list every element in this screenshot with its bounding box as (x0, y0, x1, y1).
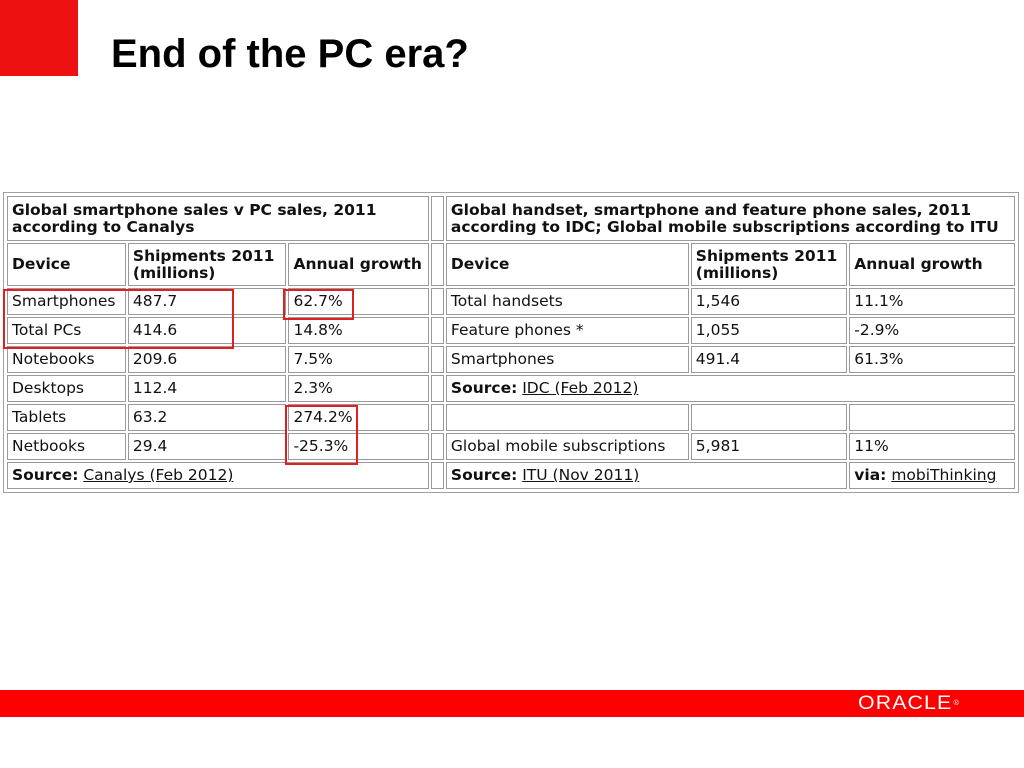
right-cell-device: Smartphones (445, 346, 689, 373)
oracle-registered-mark: ® (953, 700, 960, 707)
table-spacer (430, 196, 444, 241)
source-row: Source: Canalys (Feb 2012) Source: ITU (… (7, 462, 1015, 489)
idc-source-link[interactable]: IDC (Feb 2012) (522, 379, 639, 397)
right-cell-growth: 61.3% (849, 346, 1015, 373)
table-spacer (430, 243, 444, 286)
right-table-caption: Global handset, smartphone and feature p… (445, 196, 1015, 241)
left-cell-device: Total PCs (7, 317, 126, 344)
table-spacer (430, 317, 444, 344)
left-cell-shipments: 112.4 (127, 375, 287, 402)
table-spacer (430, 375, 444, 402)
left-cell-shipments: 209.6 (127, 346, 287, 373)
sales-comparison-table: Global smartphone sales v PC sales, 2011… (3, 192, 1019, 493)
right-empty-cell (690, 404, 848, 431)
left-cell-shipments: 29.4 (127, 433, 287, 460)
comparison-grid: Global smartphone sales v PC sales, 2011… (5, 194, 1017, 491)
left-cell-growth: -25.3% (288, 433, 429, 460)
left-cell-shipments: 414.6 (127, 317, 287, 344)
right-cell-shipments: 1,546 (690, 288, 848, 315)
right-cell-growth: -2.9% (849, 317, 1015, 344)
table-row: Netbooks 29.4 -25.3% Global mobile subsc… (7, 433, 1015, 460)
highlight-box-tablet-netbook-growth (285, 405, 358, 465)
right-header-device: Device (445, 243, 689, 286)
right-cell-device: Feature phones * (445, 317, 689, 344)
left-cell-growth: 7.5% (288, 346, 429, 373)
left-cell-device: Notebooks (7, 346, 126, 373)
table-spacer (430, 462, 444, 489)
table-spacer (430, 433, 444, 460)
right-cell-shipments: 1,055 (690, 317, 848, 344)
table-spacer (430, 346, 444, 373)
footer-bar: ORACLE® (0, 690, 1024, 717)
canalys-source-link[interactable]: Canalys (Feb 2012) (83, 466, 234, 484)
left-header-shipments: Shipments 2011 (millions) (127, 243, 287, 286)
table-row: Total PCs 414.6 14.8% Feature phones * 1… (7, 317, 1015, 344)
highlight-box-smartphone-growth (283, 289, 354, 320)
left-header-device: Device (7, 243, 126, 286)
via-link[interactable]: mobiThinking (891, 466, 997, 484)
left-cell-shipments: 63.2 (127, 404, 287, 431)
itu-source-cell: Source: ITU (Nov 2011) (445, 462, 848, 489)
header-row: Device Shipments 2011 (millions) Annual … (7, 243, 1015, 286)
left-cell-growth: 14.8% (288, 317, 429, 344)
subscriptions-growth: 11% (849, 433, 1015, 460)
left-cell-device: Smartphones (7, 288, 126, 315)
left-header-growth: Annual growth (288, 243, 429, 286)
left-cell-device: Netbooks (7, 433, 126, 460)
highlight-box-smartphones-pcs (3, 289, 234, 349)
table-spacer (430, 288, 444, 315)
subscriptions-count: 5,981 (690, 433, 848, 460)
right-header-growth: Annual growth (849, 243, 1015, 286)
itu-source-label: Source: (450, 466, 518, 484)
canalys-source-label: Source: (12, 466, 79, 484)
canalys-source-cell: Source: Canalys (Feb 2012) (7, 462, 429, 489)
left-cell-device: Desktops (7, 375, 126, 402)
table-row: Smartphones 487.7 62.7% Total handsets 1… (7, 288, 1015, 315)
slide-title: End of the PC era? (111, 32, 469, 76)
itu-source-link[interactable]: ITU (Nov 2011) (522, 466, 640, 484)
table-row: Tablets 63.2 274.2% (7, 404, 1015, 431)
left-cell-shipments: 487.7 (127, 288, 287, 315)
left-cell-growth: 2.3% (288, 375, 429, 402)
table-row: Desktops 112.4 2.3% Source: IDC (Feb 201… (7, 375, 1015, 402)
idc-source-label: Source: (450, 379, 518, 397)
oracle-logo: ORACLE® (858, 694, 960, 714)
left-cell-device: Tablets (7, 404, 126, 431)
right-cell-growth: 11.1% (849, 288, 1015, 315)
table-spacer (430, 404, 444, 431)
via-label: via: (854, 466, 887, 484)
right-header-shipments: Shipments 2011 (millions) (690, 243, 848, 286)
left-cell-growth: 62.7% (288, 288, 429, 315)
left-cell-growth: 274.2% (288, 404, 429, 431)
idc-source-cell: Source: IDC (Feb 2012) (445, 375, 1015, 402)
right-cell-shipments: 491.4 (690, 346, 848, 373)
oracle-logo-text: ORACLE (857, 693, 952, 714)
right-empty-cell (445, 404, 689, 431)
right-cell-device: Total handsets (445, 288, 689, 315)
accent-square (0, 0, 78, 76)
caption-row: Global smartphone sales v PC sales, 2011… (7, 196, 1015, 241)
via-cell: via: mobiThinking (849, 462, 1015, 489)
right-empty-cell (849, 404, 1015, 431)
subscriptions-label: Global mobile subscriptions (445, 433, 689, 460)
left-table-caption: Global smartphone sales v PC sales, 2011… (7, 196, 429, 241)
table-row: Notebooks 209.6 7.5% Smartphones 491.4 6… (7, 346, 1015, 373)
